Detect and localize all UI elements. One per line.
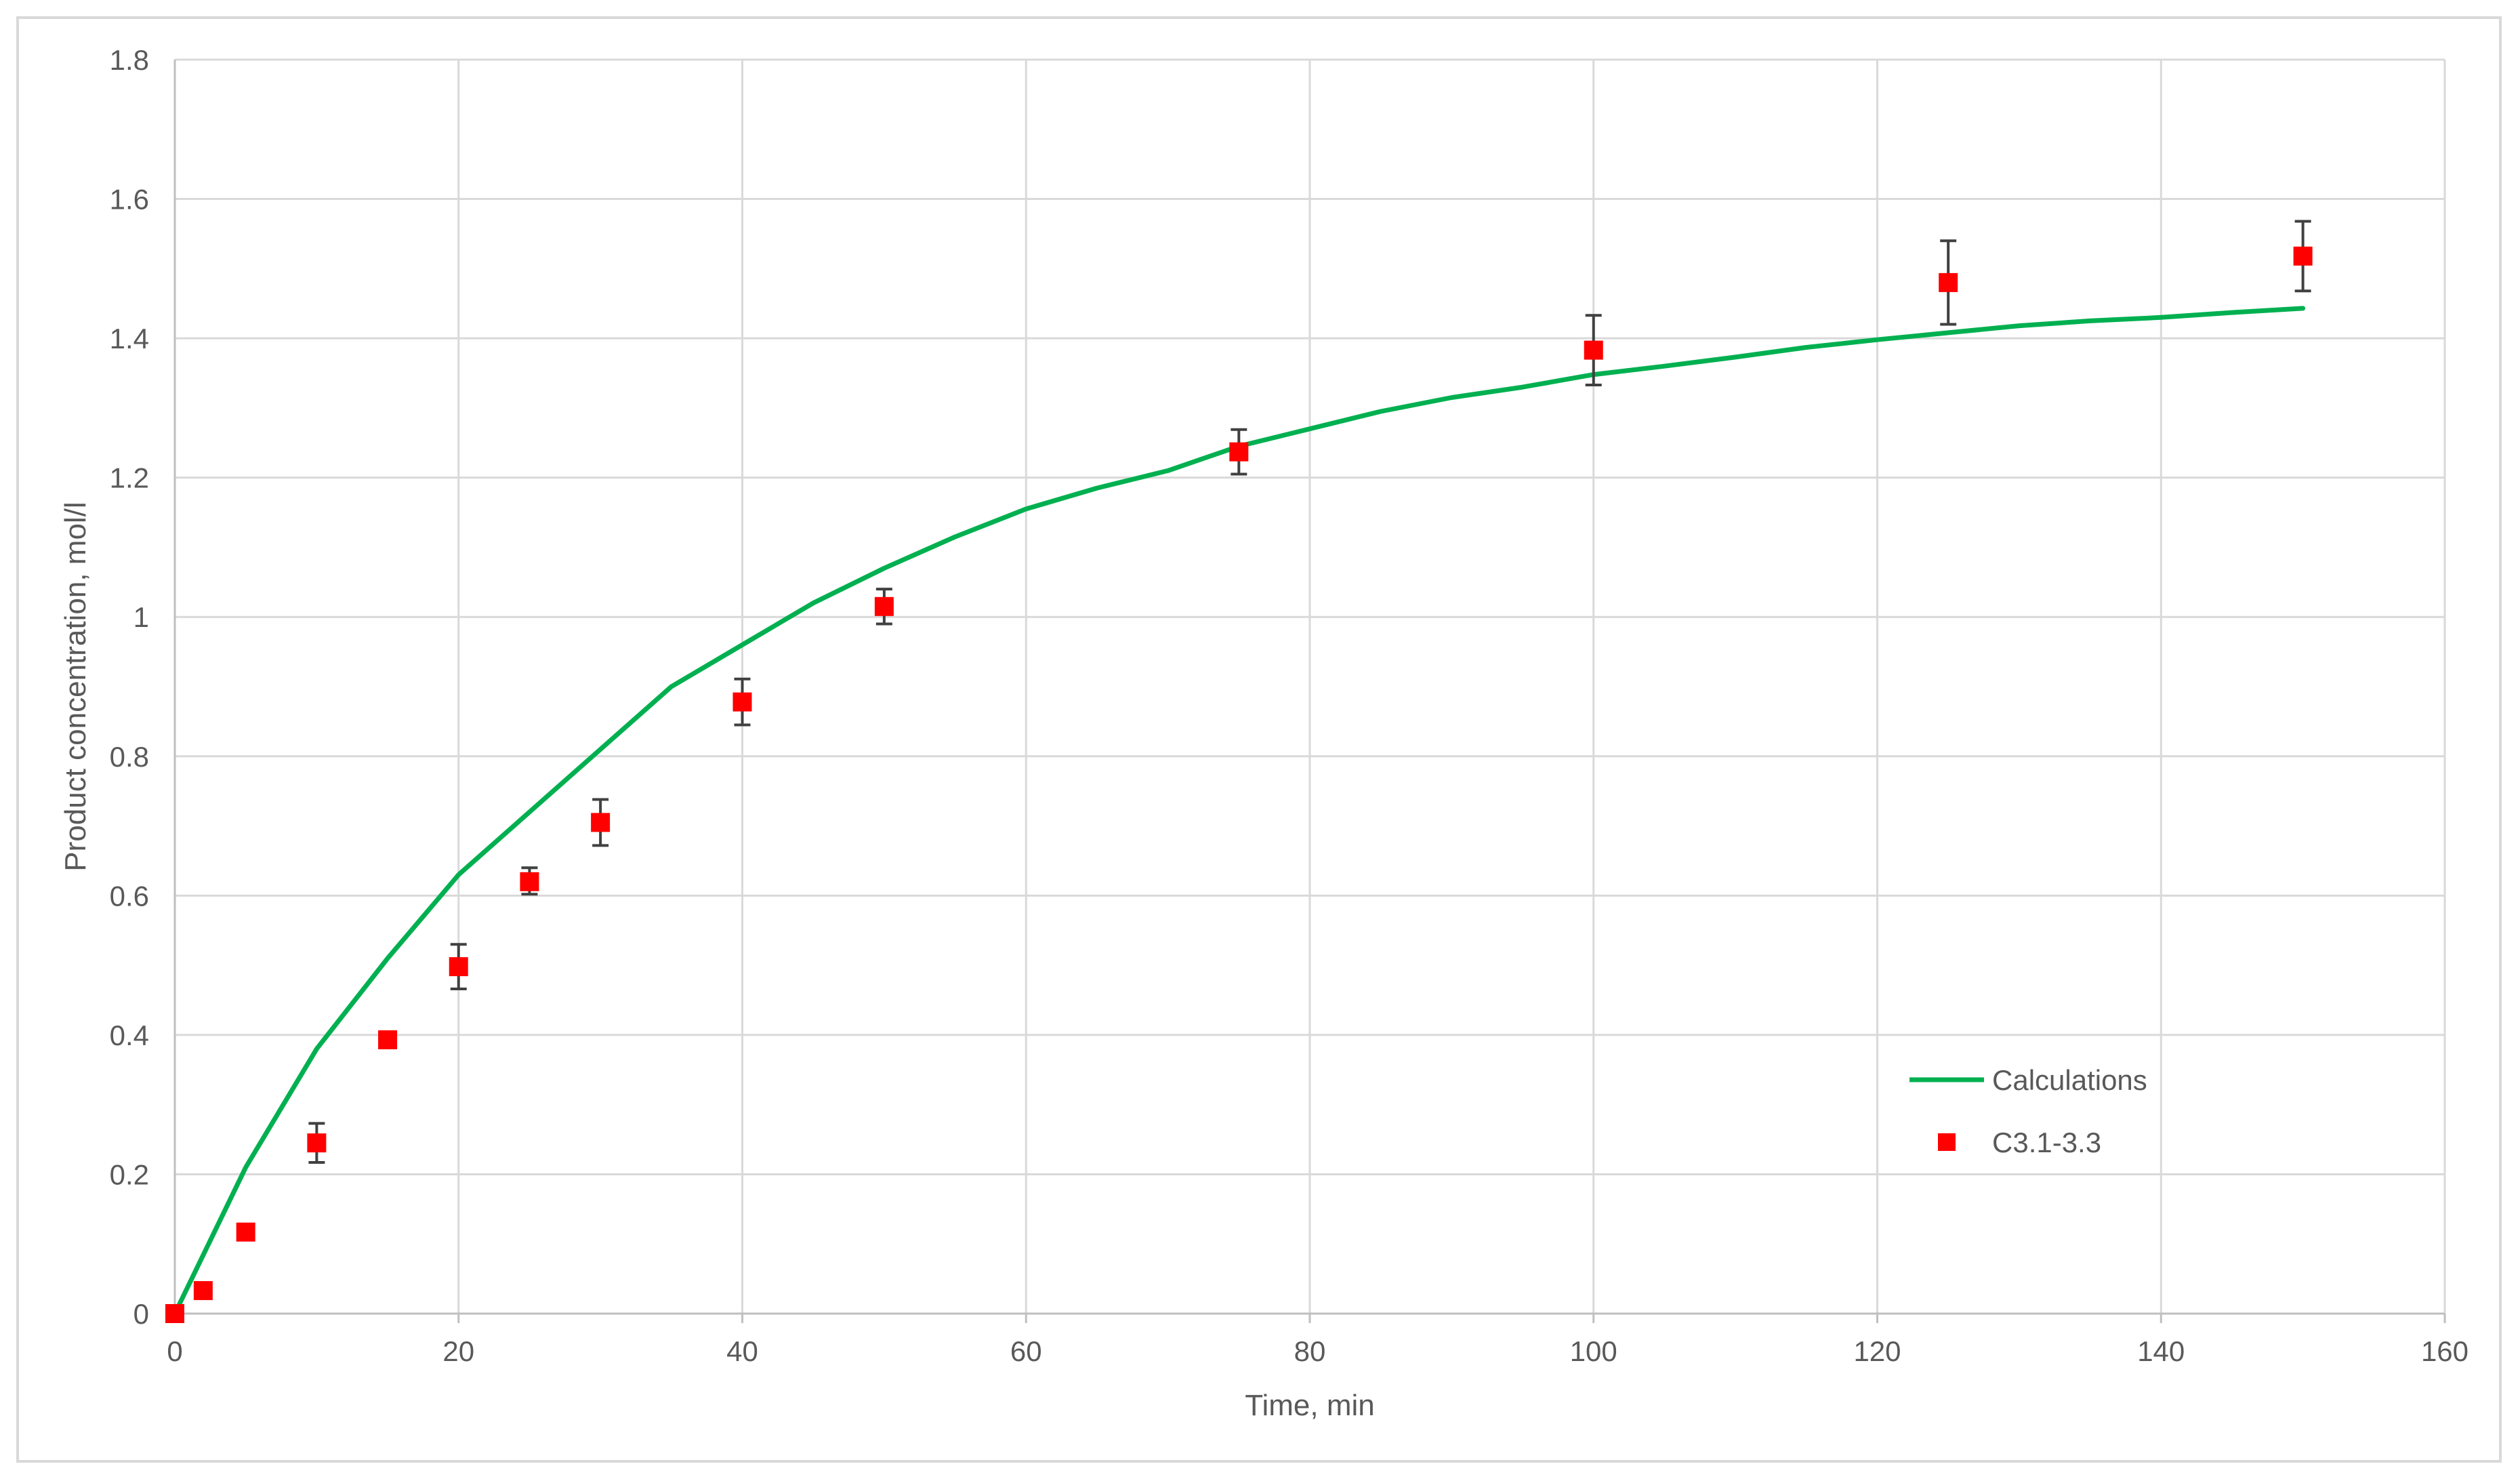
x-tick-label-0: 0 xyxy=(167,1335,182,1367)
data-point-9 xyxy=(874,596,894,616)
data-point-4 xyxy=(378,1030,398,1050)
chart-svg: 0 20 40 60 80 100 120 140 160 0 0.2 0.4 0.6 0.8 1 1.2 1.… xyxy=(59,44,2469,1422)
y-axis-title: Product concentration, mol/l xyxy=(59,502,92,871)
data-point-5 xyxy=(449,957,468,977)
data-point-3 xyxy=(307,1133,327,1153)
y-tick-label-9: 1.8 xyxy=(110,44,149,76)
data-point-10 xyxy=(1229,442,1249,462)
chart-frame: 0 20 40 60 80 100 120 140 160 0 0.2 0.4 0.6 0.8 1 1.2 1.… xyxy=(16,16,2502,1463)
x-axis-title: Time, min xyxy=(1245,1389,1375,1422)
x-tick-label-7: 140 xyxy=(2137,1335,2185,1367)
y-tick-label-2: 0.4 xyxy=(110,1019,149,1051)
legend-label-calculations: Calculations xyxy=(1992,1064,2147,1096)
tick-label-layer: 0 20 40 60 80 100 120 140 160 0 0.2 0.4 0.6 0.8 1 1.2 1.… xyxy=(110,44,2469,1367)
y-tick-label-7: 1.4 xyxy=(110,323,149,354)
data-point-7 xyxy=(591,813,611,832)
x-tick-label-3: 60 xyxy=(1010,1335,1042,1367)
axis-layer xyxy=(173,60,2446,1323)
data-point-12 xyxy=(1939,272,1958,292)
series-layer xyxy=(165,220,2313,1323)
y-tick-label-0: 0 xyxy=(133,1298,149,1330)
data-point-1 xyxy=(193,1281,213,1301)
data-point-0 xyxy=(165,1304,184,1323)
y-tick-label-8: 1.6 xyxy=(110,184,149,216)
legend: Calculations C3.1-3.3 xyxy=(1909,1064,2147,1158)
legend-swatch-c3 xyxy=(1938,1133,1956,1151)
data-point-8 xyxy=(732,692,752,712)
y-tick-label-6: 1.2 xyxy=(110,462,149,494)
y-tick-label-5: 1 xyxy=(133,601,149,633)
legend-label-c3: C3.1-3.3 xyxy=(1992,1127,2101,1158)
x-tick-label-8: 160 xyxy=(2421,1335,2469,1367)
y-tick-label-4: 0.8 xyxy=(110,741,149,773)
x-tick-label-5: 100 xyxy=(1570,1335,1617,1367)
data-point-11 xyxy=(1584,340,1603,360)
grid-layer xyxy=(175,58,2446,1314)
data-point-2 xyxy=(236,1222,255,1242)
x-tick-label-2: 40 xyxy=(726,1335,758,1367)
data-point-13 xyxy=(2293,246,2313,266)
data-point-6 xyxy=(520,872,539,891)
x-tick-label-6: 120 xyxy=(1853,1335,1901,1367)
y-tick-label-1: 0.2 xyxy=(110,1158,149,1190)
x-tick-label-4: 80 xyxy=(1294,1335,1326,1367)
y-tick-label-3: 0.6 xyxy=(110,880,149,912)
x-tick-label-1: 20 xyxy=(442,1335,474,1367)
